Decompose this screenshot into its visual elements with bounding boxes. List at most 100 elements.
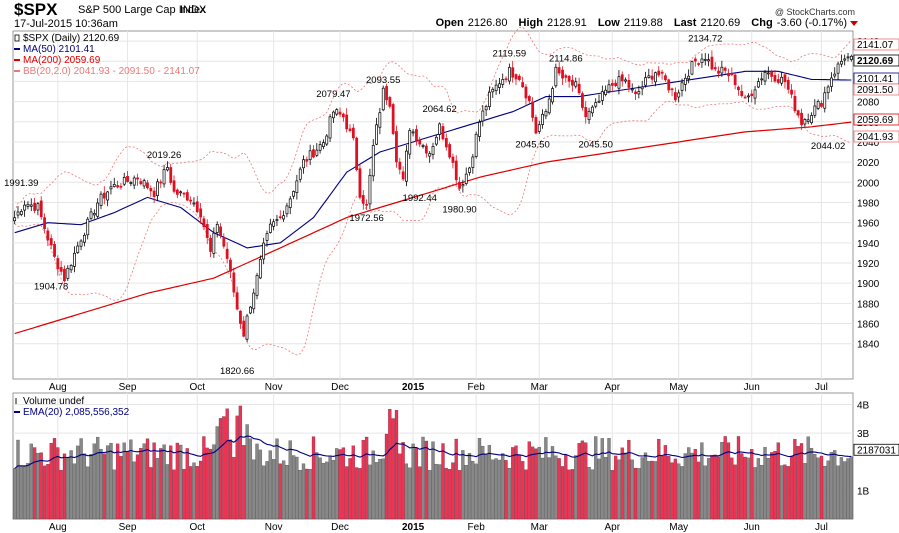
volume-bar <box>809 448 814 520</box>
candle-body <box>305 159 309 162</box>
candle-body <box>43 217 46 229</box>
x-tick-label: Jun <box>744 382 760 393</box>
candle-body <box>56 258 60 270</box>
volume-bar <box>574 455 578 520</box>
volume-bar <box>361 439 365 520</box>
candle-body <box>454 160 458 181</box>
candle-body <box>36 203 40 211</box>
volume-bar <box>89 454 93 520</box>
candle-body <box>700 58 704 63</box>
volume-bar <box>637 468 641 520</box>
volume-bar <box>119 456 123 520</box>
legend-ma200: MA(200) 2059.69 <box>23 55 101 66</box>
volume-bar <box>388 408 392 520</box>
candle-body <box>83 234 86 243</box>
price-annotation: 1991.39 <box>4 178 38 189</box>
candle-body <box>189 199 193 202</box>
volume-bar <box>99 448 103 520</box>
price-annotation: 2079.47 <box>316 89 350 100</box>
price-annotation: 1972.56 <box>349 213 383 224</box>
volume-bar <box>557 458 561 520</box>
candle-body <box>823 92 827 109</box>
volume-bar <box>481 445 485 520</box>
chg-value: -3.60 (-0.17%) <box>776 17 847 29</box>
volume-bar <box>507 467 512 520</box>
y-tick-label: 1980 <box>857 198 880 209</box>
volume-bar <box>813 454 817 520</box>
volume-bar <box>726 442 731 520</box>
volume-bar <box>793 439 797 520</box>
candle-body <box>448 144 452 158</box>
x-tick-label: Nov <box>265 382 283 393</box>
x-tick-label: Dec <box>331 522 349 533</box>
candle-body <box>205 224 209 238</box>
volume-bar <box>301 463 306 520</box>
volume-bar <box>447 469 452 520</box>
volume-bar <box>623 452 628 520</box>
candle-body <box>617 76 621 89</box>
volume-bar <box>560 466 565 520</box>
candle-body <box>249 306 252 314</box>
volume-bar <box>564 454 568 520</box>
volume-bar <box>318 457 322 520</box>
candle-body <box>657 70 661 76</box>
candle-body <box>713 67 717 70</box>
volume-bar <box>19 465 23 520</box>
candle-body <box>590 106 594 114</box>
candle-body <box>345 114 349 130</box>
candle-body <box>222 237 226 247</box>
volume-bar <box>212 444 216 520</box>
volume-bar <box>424 440 429 520</box>
candle-body <box>312 149 315 158</box>
candle-body <box>408 130 412 155</box>
high-label: High <box>518 17 543 29</box>
volume-bar <box>663 445 668 520</box>
volume-bar <box>829 452 834 520</box>
candle-body <box>527 96 531 101</box>
candle-body <box>215 224 219 233</box>
volume-bar <box>278 463 282 520</box>
candle-body <box>139 181 143 185</box>
volume-bar <box>703 465 707 520</box>
candle-body <box>255 275 259 296</box>
volume-bar <box>182 468 186 520</box>
volume-bar <box>132 461 136 520</box>
volume-bar <box>484 454 488 520</box>
volume-bar <box>796 446 800 520</box>
candle-body <box>388 97 392 107</box>
candle-body <box>498 83 501 88</box>
candle-body <box>391 104 395 134</box>
volume-bar <box>544 437 548 520</box>
candle-body <box>647 75 651 78</box>
volume-bar <box>497 459 502 520</box>
candle-body <box>365 203 369 206</box>
volume-bar <box>584 442 588 520</box>
volume-bar <box>783 464 787 520</box>
candle-body <box>146 182 149 189</box>
y-tick-label: 1880 <box>857 299 880 310</box>
y-tick-label: 2080 <box>857 98 880 109</box>
candle-body <box>673 92 677 101</box>
volume-tick-label: 4B <box>857 400 870 411</box>
candle-body <box>252 292 256 310</box>
volume-ema-line <box>14 435 852 469</box>
candle-body <box>182 192 186 195</box>
candle-body <box>444 138 448 148</box>
volume-bar <box>803 463 807 520</box>
candle-body <box>614 82 618 87</box>
volume-bar <box>188 466 193 520</box>
value-box <box>853 83 899 96</box>
candle-body <box>245 315 249 340</box>
volume-bar <box>487 445 492 520</box>
volume-bar <box>554 455 558 520</box>
volume-bar <box>165 464 170 520</box>
symbol-title: $SPX <box>14 0 58 19</box>
candle-body <box>86 218 90 236</box>
candle-body <box>219 226 222 236</box>
candle-body <box>481 110 485 122</box>
volume-bar <box>271 459 276 520</box>
candle-body <box>79 240 83 247</box>
x-tick-label: Feb <box>468 522 486 533</box>
candle-body <box>650 75 654 80</box>
volume-bar <box>673 458 678 520</box>
